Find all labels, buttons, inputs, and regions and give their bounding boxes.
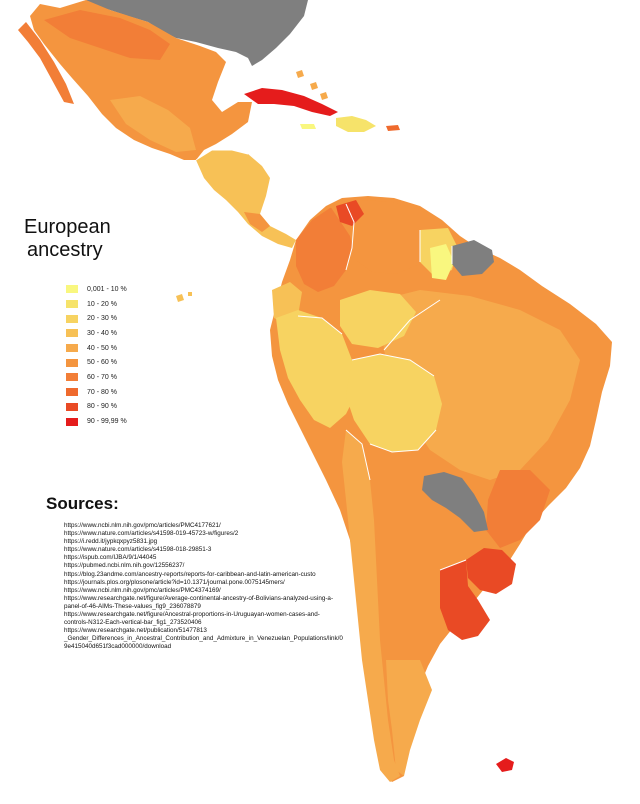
bahamas-region [296,70,328,100]
source-line: https://www.researchgate.net/publication… [64,627,207,635]
source-line: https://pubmed.ncbi.nlm.nih.gov/12556237… [64,562,185,570]
source-line: controls-N312-Each-vertical-bar_fig1_273… [64,619,202,627]
legend-label: 20 - 30 % [87,315,117,323]
legend-item: 10 - 20 % [66,297,127,312]
cuba-region [244,88,338,116]
legend-label: 50 - 60 % [87,359,117,367]
legend-label: 70 - 80 % [87,388,117,396]
source-line: _Gender_Differences_in_Ancestral_Contrib… [64,635,343,643]
source-line: https://ispub.com/IJBA/9/1/44045 [64,554,157,562]
hispaniola-region [336,116,376,132]
mexico-central-shade [110,96,196,152]
costa-rica-shade [244,212,270,232]
puerto-rico-region [386,125,400,131]
sources-list: https://www.ncbi.nlm.nih.gov/pmc/article… [64,522,364,652]
legend-label: 30 - 40 % [87,329,117,337]
suriname-region [430,244,454,280]
legend-swatch [66,402,78,411]
legend-label: 80 - 90 % [87,403,117,411]
legend-swatch [66,373,78,382]
legend-item: 0,001 - 10 % [66,282,127,297]
peru-region [276,310,358,428]
source-line: https://www.nature.com/articles/s41598-0… [64,530,239,538]
map-title: European ancestry [24,216,214,262]
source-line: https://www.ncbi.nlm.nih.gov/pmc/article… [64,522,221,529]
jamaica-region [300,124,316,129]
source-line: https://www.researchgate.net/figure/Ance… [64,611,320,619]
legend-item: 90 - 99,99 % [66,414,127,429]
sources-heading: Sources: [46,494,119,513]
legend: 0,001 - 10 % 10 - 20 % 20 - 30 % 30 - 40 % 4… [66,282,127,429]
title-line-2: ancestry [27,239,103,261]
source-line: https://www.nature.com/articles/s41598-0… [64,546,212,554]
french-guiana-region [452,240,494,276]
galapagos-islands [176,292,192,302]
patagonia-region [386,660,432,776]
brazil-south-shade [486,470,550,548]
legend-item: 70 - 80 % [66,385,127,400]
united-states-region [86,0,308,66]
legend-swatch [66,358,78,367]
country-borders [195,149,467,571]
source-line: https://www.ncbi.nlm.nih.gov/pmc/article… [64,586,221,594]
title-line-1: European [24,216,111,238]
legend-swatch [66,417,78,426]
source-line: panel-of-46-AIMs-These-values_fig9_23607… [64,602,201,610]
legend-item: 30 - 40 % [66,326,127,341]
source-line: 9e415040d651f3cad000000/download [64,643,172,651]
legend-swatch [66,329,78,338]
legend-item: 60 - 70 % [66,370,127,385]
source-line: https://www.researchgate.net/figure/Aver… [64,594,334,602]
buenos-aires-region [440,560,490,640]
legend-label: 90 - 99,99 % [87,418,127,426]
source-line: https://i.redd.it/jypkqxpyz5831.jpg [64,538,158,546]
legend-item: 80 - 90 % [66,400,127,415]
legend-swatch [66,314,78,323]
legend-label: 10 - 20 % [87,300,117,308]
legend-swatch [66,300,78,309]
central-america-region [196,150,296,248]
legend-swatch [66,344,78,353]
amazon-light-region [340,290,416,348]
bolivia-region [346,354,442,452]
legend-item: 50 - 60 % [66,355,127,370]
falkland-islands [496,758,514,772]
legend-label: 0,001 - 10 % [87,285,127,293]
source-line: https://blog.23andme.com/ancestry-report… [64,570,316,578]
uruguay-region [466,548,516,594]
paraguay-region [422,472,488,532]
chile-region [342,430,400,782]
source-line: https://journals.plos.org/plosone/articl… [64,578,285,586]
legend-label: 40 - 50 % [87,344,117,352]
legend-item: 40 - 50 % [66,341,127,356]
legend-item: 20 - 30 % [66,311,127,326]
baja-california [18,22,74,104]
legend-label: 60 - 70 % [87,373,117,381]
mexico-north-shade [44,10,170,60]
colombia-region [296,204,354,292]
legend-swatch [66,388,78,397]
legend-swatch [66,285,78,294]
